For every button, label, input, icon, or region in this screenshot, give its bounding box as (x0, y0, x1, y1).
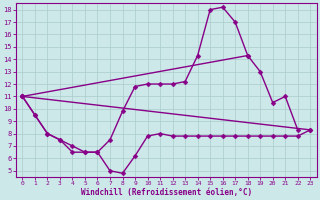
X-axis label: Windchill (Refroidissement éolien,°C): Windchill (Refroidissement éolien,°C) (81, 188, 252, 197)
